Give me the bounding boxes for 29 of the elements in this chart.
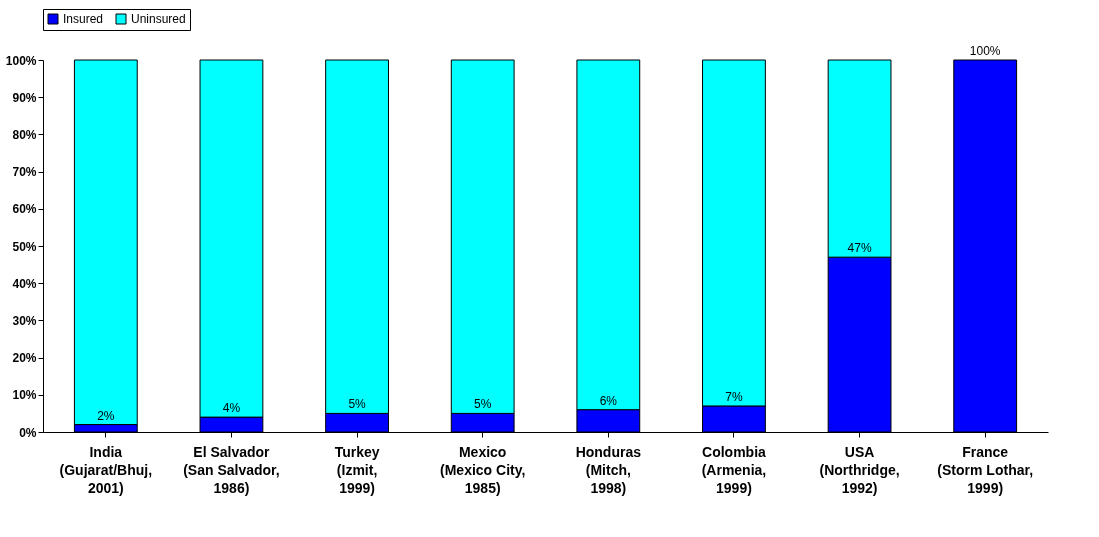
- x-tick-label: Colombia (Armenia, 1999): [701, 443, 767, 496]
- data-label: 47%: [847, 241, 872, 256]
- legend-label: Uninsured: [131, 12, 186, 26]
- x-tick-label: Mexico (Mexico City, 1985): [440, 443, 526, 496]
- data-label: 7%: [725, 389, 743, 404]
- x-tick-label: France (Storm Lothar, 1999): [937, 443, 1034, 496]
- data-label: 2%: [97, 408, 115, 423]
- x-tick-label: Honduras (Mitch, 1998): [575, 443, 642, 496]
- y-tick-label: 0%: [19, 425, 37, 440]
- y-tick-label: 50%: [12, 239, 37, 254]
- legend-label: Insured: [63, 12, 104, 26]
- x-tick-label: USA (Northridge, 1992): [819, 443, 900, 496]
- data-label: 100%: [969, 44, 1001, 58]
- data-label: 5%: [474, 397, 492, 412]
- data-label: 5%: [348, 397, 367, 412]
- data-label: 6%: [599, 393, 618, 408]
- y-tick-label: 90%: [12, 90, 37, 105]
- x-tick-label: India (Gujarat/Bhuj, 2001): [59, 443, 153, 496]
- y-tick-label: 100%: [5, 53, 37, 68]
- y-tick-label: 60%: [12, 202, 37, 217]
- x-tick-label: El Salvador (San Salvador, 1986): [183, 443, 280, 496]
- y-tick-label: 30%: [12, 313, 37, 328]
- y-tick-label: 70%: [12, 165, 37, 180]
- y-tick-label: 20%: [12, 351, 37, 366]
- y-tick-label: 40%: [12, 276, 37, 291]
- y-tick-label: 80%: [12, 127, 37, 142]
- x-tick-label: Turkey (Izmit, 1999): [334, 443, 380, 496]
- data-label: 4%: [222, 401, 241, 416]
- y-tick-label: 10%: [12, 388, 37, 403]
